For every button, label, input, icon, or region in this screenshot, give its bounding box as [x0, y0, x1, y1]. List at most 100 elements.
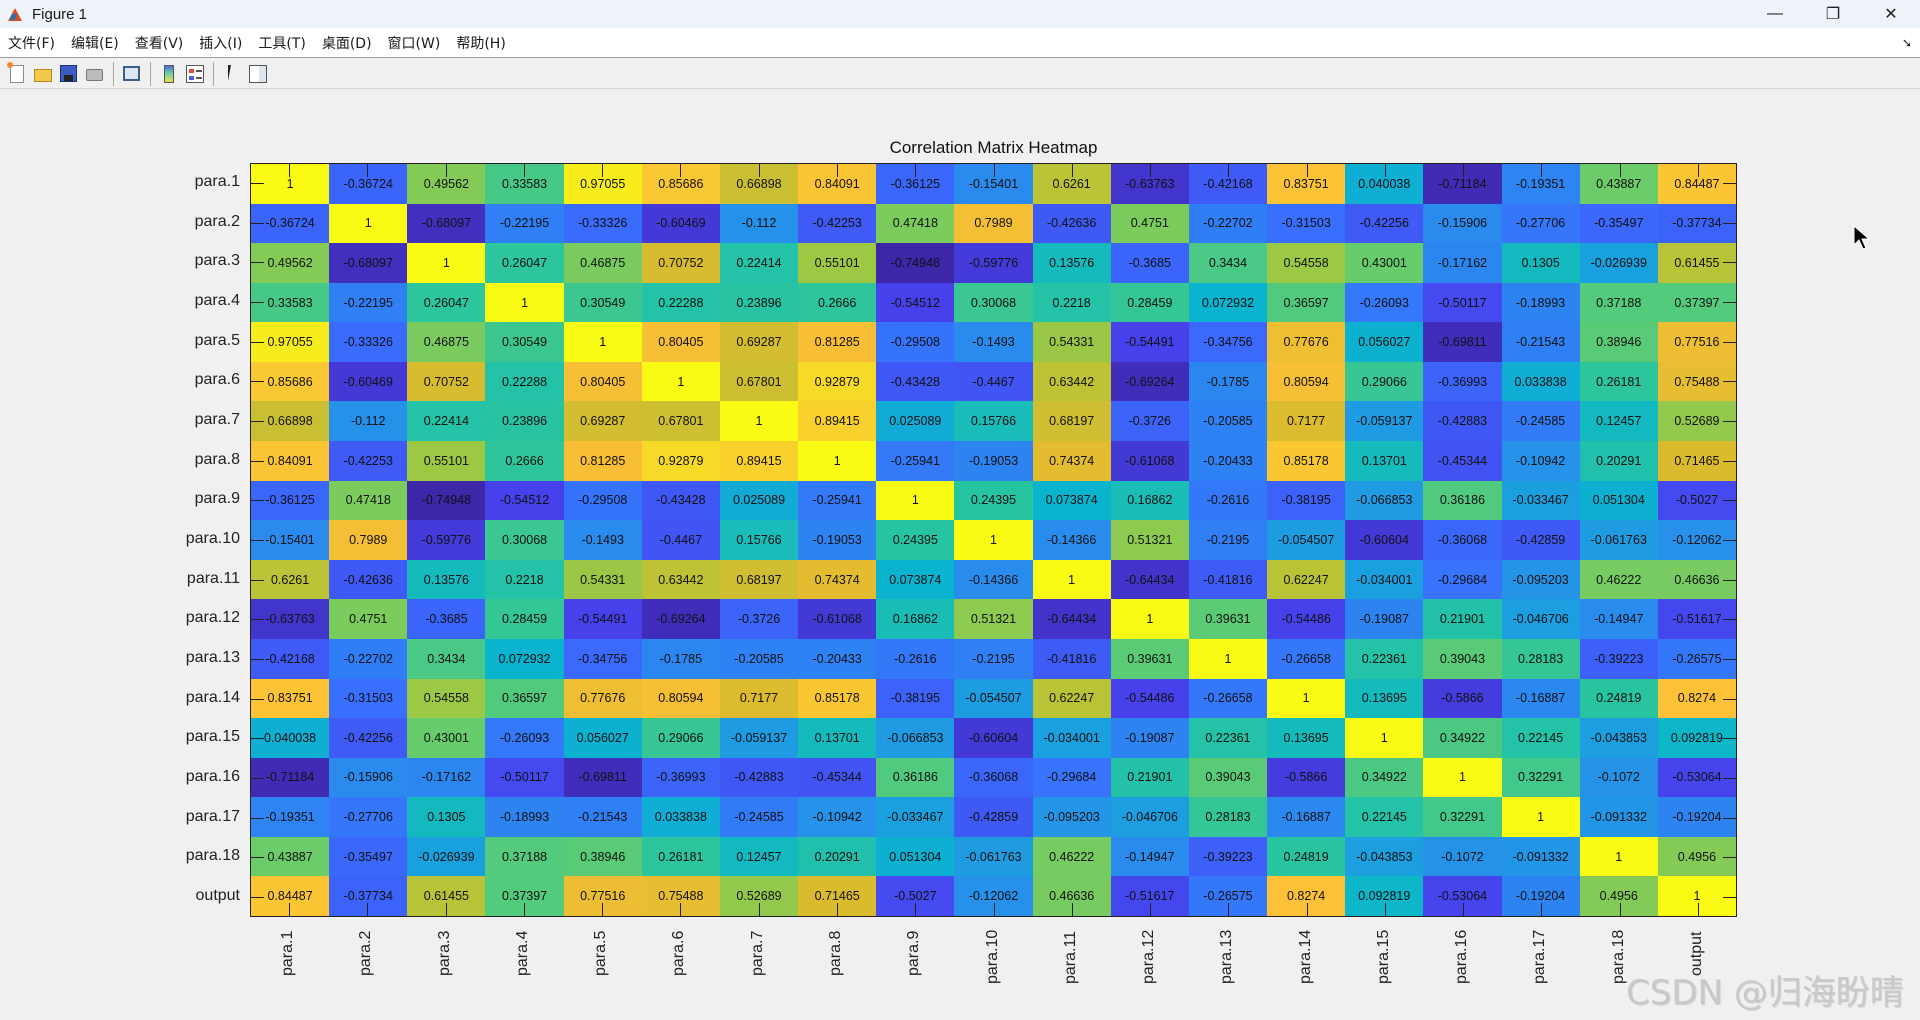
open-file-button[interactable] — [32, 63, 54, 85]
heatmap-cell: -0.5866 — [1423, 678, 1502, 719]
heatmap-cell: -0.50117 — [1423, 282, 1502, 323]
heatmap-cell: -0.31503 — [1267, 203, 1346, 244]
axis-tick — [837, 903, 838, 917]
window-titlebar: Figure 1 — ❐ ✕ — [0, 0, 1920, 28]
heatmap-cell: -0.39223 — [1188, 836, 1268, 877]
axis-tick — [1723, 540, 1737, 541]
y-tick-label: para.2 — [194, 212, 240, 230]
restore-button[interactable]: ❐ — [1825, 6, 1841, 23]
new-figure-button[interactable] — [6, 61, 28, 85]
heatmap-cell: -0.19204 — [1657, 797, 1736, 837]
heatmap-cell: 0.32291 — [1501, 757, 1580, 798]
heatmap-cell: 0.033838 — [1501, 361, 1580, 402]
heatmap-cell: 0.8274 — [1657, 678, 1736, 719]
heatmap-cell: 0.92879 — [798, 361, 877, 402]
heatmap-cell: 0.26047 — [485, 243, 564, 283]
axis-tick — [250, 778, 264, 779]
heatmap-cell: 0.43001 — [407, 718, 486, 758]
minimize-button[interactable]: — — [1767, 5, 1783, 22]
heatmap-cell: 0.80594 — [641, 678, 720, 719]
heatmap-cell: -0.19053 — [798, 520, 877, 560]
heatmap-cell: 0.33583 — [251, 282, 330, 323]
heatmap-cell: 0.2218 — [1032, 282, 1111, 323]
axis-tick — [1723, 381, 1737, 382]
heatmap-cell: -0.19087 — [1110, 718, 1189, 758]
print-button[interactable] — [84, 63, 106, 85]
heatmap-cell: -0.35497 — [1579, 203, 1658, 244]
edit-plot-button[interactable] — [221, 63, 243, 85]
y-tick-label: para.11 — [186, 569, 240, 587]
insert-legend-button[interactable] — [184, 63, 206, 85]
menu-desktop[interactable]: 桌面(D) — [321, 35, 372, 52]
heatmap-cell: -0.026939 — [1579, 243, 1658, 283]
menu-window[interactable]: 窗口(W) — [387, 35, 441, 52]
heatmap-cell: 0.4751 — [1110, 203, 1189, 244]
heatmap-cell: -0.33326 — [329, 322, 408, 362]
heatmap-cell: -0.38195 — [876, 678, 955, 719]
insert-colorbar-button[interactable] — [158, 63, 180, 85]
heatmap-cell: -0.36724 — [251, 203, 330, 244]
heatmap-cell: 0.63442 — [1032, 361, 1111, 402]
heatmap-cell: 1 — [1188, 638, 1268, 679]
heatmap-cell: -0.20433 — [1188, 441, 1268, 481]
heatmap-cell: -0.43428 — [876, 361, 955, 402]
heatmap-cell: -0.35497 — [329, 836, 408, 877]
menu-file[interactable]: 文件(F) — [8, 35, 55, 52]
heatmap-cell: 0.3434 — [407, 638, 486, 679]
heatmap-cell: -0.45344 — [1423, 441, 1502, 481]
heatmap-cell: 1 — [563, 322, 642, 362]
heatmap-cell: 0.30068 — [954, 282, 1033, 323]
heatmap-cell: 0.16862 — [1110, 480, 1189, 521]
heatmap-cell: -0.15401 — [251, 520, 330, 560]
heatmap-cell: 0.36186 — [876, 757, 955, 798]
heatmap-cell: -0.059137 — [719, 718, 799, 758]
heatmap-cell: 0.6261 — [251, 559, 330, 600]
y-tick-label: para.6 — [194, 371, 240, 389]
y-tick-label: para.14 — [185, 688, 240, 706]
heatmap-cell: 0.23896 — [719, 282, 799, 323]
heatmap-cell: 1 — [798, 441, 877, 481]
heatmap-cell: 0.7989 — [954, 203, 1033, 244]
menu-tools[interactable]: 工具(T) — [258, 35, 306, 52]
menu-help[interactable]: 帮助(H) — [456, 35, 506, 52]
heatmap-cell: -0.54486 — [1110, 678, 1189, 719]
heatmap-cell: -0.42256 — [329, 718, 408, 758]
axis-tick — [1541, 903, 1542, 917]
link-plot-icon — [123, 65, 140, 81]
property-inspector-button[interactable] — [247, 63, 269, 85]
x-tick-label: para.17 — [1531, 929, 1549, 985]
heatmap-cell: -0.43428 — [641, 480, 720, 521]
heatmap-cell: -0.054507 — [954, 678, 1033, 719]
heatmap-cell: 1 — [876, 480, 955, 521]
heatmap-cell: -0.68097 — [329, 243, 408, 283]
heatmap-cell: 0.29066 — [1345, 361, 1424, 402]
axis-tick — [250, 461, 264, 462]
heatmap-cell: 0.24395 — [954, 480, 1033, 521]
x-tick-label: para.2 — [357, 930, 375, 976]
axis-tick — [1620, 903, 1621, 917]
heatmap-cell: 0.37188 — [1579, 282, 1658, 323]
heatmap-cell: -0.17162 — [1423, 243, 1502, 283]
close-button[interactable]: ✕ — [1884, 6, 1898, 23]
menu-insert[interactable]: 插入(I) — [199, 35, 243, 52]
heatmap-cell: 1 — [329, 203, 408, 244]
heatmap-cell: -0.095203 — [1501, 559, 1580, 600]
link-plot-button[interactable] — [121, 63, 143, 85]
menu-view[interactable]: 查看(V) — [134, 35, 184, 52]
heatmap-cell: 0.77676 — [1267, 322, 1346, 362]
heatmap-cell: -0.26575 — [1657, 638, 1736, 679]
dock-figure-icon[interactable]: ➘ — [1901, 36, 1912, 50]
heatmap-cell: 0.24395 — [876, 520, 955, 560]
heatmap-cell: -0.14947 — [1110, 836, 1189, 877]
heatmap-cell: 0.54331 — [1032, 322, 1111, 362]
heatmap-cell: -0.36993 — [641, 757, 720, 798]
heatmap-cell: 0.4751 — [329, 599, 408, 639]
menu-edit[interactable]: 编辑(E) — [70, 35, 119, 52]
heatmap-cell: 0.84487 — [251, 876, 330, 916]
heatmap-cell: 1 — [407, 243, 486, 283]
heatmap-cell: 0.36597 — [485, 678, 564, 719]
heatmap-cell: -0.33326 — [563, 203, 642, 244]
heatmap-grid[interactable]: 1 -0.36724 0.49562 0.33583 0.97055 0.85686 0.6… — [250, 163, 1737, 917]
save-button[interactable] — [58, 63, 80, 85]
axis-tick — [1228, 163, 1229, 177]
